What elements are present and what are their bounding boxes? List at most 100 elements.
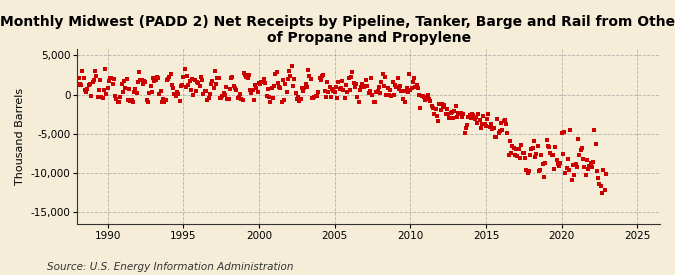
- Point: [584, 163, 595, 168]
- Point: [373, 85, 384, 89]
- Point: [411, 82, 422, 87]
- Point: [429, 112, 439, 117]
- Point: [570, 161, 581, 166]
- Point: [389, 92, 400, 97]
- Point: [344, 87, 355, 92]
- Point: [477, 122, 487, 126]
- Point: [217, 94, 227, 98]
- Point: [350, 85, 360, 89]
- Point: [286, 64, 297, 68]
- Point: [581, 158, 592, 162]
- Point: [264, 94, 275, 99]
- Point: [379, 84, 389, 88]
- Point: [500, 118, 510, 122]
- Point: [479, 122, 490, 127]
- Point: [126, 98, 137, 102]
- Point: [338, 87, 349, 92]
- Point: [554, 164, 564, 168]
- Point: [106, 76, 117, 80]
- Point: [146, 90, 157, 94]
- Point: [315, 78, 326, 82]
- Point: [364, 89, 375, 93]
- Y-axis label: Thousand Barrels: Thousand Barrels: [15, 88, 25, 185]
- Point: [482, 116, 493, 121]
- Point: [309, 95, 320, 99]
- Point: [109, 76, 119, 81]
- Point: [543, 145, 554, 149]
- Point: [285, 74, 296, 79]
- Point: [452, 115, 462, 119]
- Point: [76, 83, 86, 87]
- Point: [113, 100, 124, 104]
- Point: [266, 86, 277, 90]
- Point: [167, 82, 178, 87]
- Point: [416, 94, 427, 98]
- Point: [569, 173, 580, 177]
- Point: [132, 79, 143, 84]
- Point: [562, 166, 572, 170]
- Point: [440, 111, 451, 116]
- Point: [318, 73, 329, 78]
- Point: [458, 112, 468, 116]
- Point: [375, 91, 385, 95]
- Point: [495, 120, 506, 125]
- Point: [371, 90, 381, 94]
- Point: [531, 152, 542, 156]
- Point: [92, 95, 103, 100]
- Point: [574, 153, 585, 157]
- Point: [72, 83, 83, 87]
- Point: [530, 155, 541, 159]
- Point: [335, 86, 346, 90]
- Point: [193, 81, 204, 86]
- Point: [73, 76, 84, 80]
- Point: [405, 88, 416, 92]
- Point: [131, 90, 142, 95]
- Point: [343, 76, 354, 80]
- Point: [112, 100, 123, 104]
- Point: [498, 119, 509, 123]
- Point: [341, 83, 352, 87]
- Point: [78, 76, 89, 81]
- Point: [230, 86, 240, 91]
- Point: [83, 83, 94, 87]
- Point: [115, 95, 126, 99]
- Point: [84, 82, 95, 87]
- Point: [111, 97, 122, 101]
- Point: [493, 131, 504, 135]
- Point: [177, 82, 188, 87]
- Point: [527, 146, 538, 150]
- Point: [289, 77, 300, 81]
- Point: [82, 87, 93, 92]
- Point: [588, 159, 599, 164]
- Point: [514, 147, 524, 151]
- Point: [194, 84, 205, 89]
- Point: [110, 94, 121, 98]
- Point: [293, 95, 304, 99]
- Point: [130, 86, 141, 91]
- Point: [148, 76, 159, 81]
- Point: [583, 166, 593, 171]
- Point: [213, 76, 224, 80]
- Point: [495, 129, 506, 133]
- Point: [125, 99, 136, 103]
- Point: [377, 72, 388, 76]
- Point: [485, 121, 496, 126]
- Point: [246, 91, 256, 95]
- Point: [232, 95, 243, 100]
- Point: [576, 146, 587, 150]
- Point: [259, 77, 269, 82]
- Point: [303, 68, 314, 72]
- Point: [492, 117, 503, 121]
- Point: [508, 146, 519, 151]
- Point: [96, 94, 107, 99]
- Point: [245, 88, 256, 93]
- Point: [288, 84, 298, 88]
- Point: [313, 90, 323, 95]
- Point: [410, 84, 421, 89]
- Point: [179, 67, 190, 72]
- Point: [300, 82, 311, 86]
- Point: [139, 79, 150, 83]
- Point: [535, 167, 545, 172]
- Point: [524, 153, 535, 158]
- Point: [157, 100, 167, 104]
